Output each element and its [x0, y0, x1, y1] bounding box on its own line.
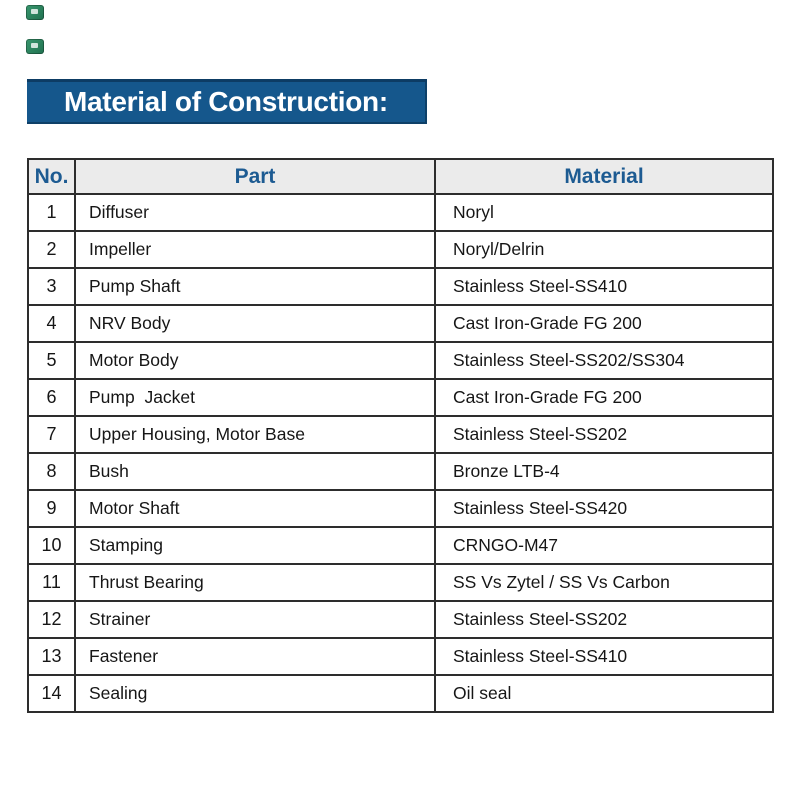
cell-no: 8 — [27, 452, 76, 491]
cell-no: 3 — [27, 267, 76, 306]
cell-material: Cast Iron-Grade FG 200 — [434, 378, 774, 417]
material-of-construction-table: No. Part Material 1 Diffuser Noryl 2 Imp… — [27, 158, 774, 713]
cell-part: Upper Housing, Motor Base — [74, 415, 436, 454]
table-row: 11 Thrust Bearing SS Vs Zytel / SS Vs Ca… — [27, 563, 774, 602]
table-row: 8 Bush Bronze LTB-4 — [27, 452, 774, 491]
title-banner: Material of Construction: — [27, 79, 427, 124]
cell-material: SS Vs Zytel / SS Vs Carbon — [434, 563, 774, 602]
column-header-part: Part — [74, 158, 436, 195]
table-header-row: No. Part Material — [27, 158, 774, 195]
table-row: 13 Fastener Stainless Steel-SS410 — [27, 637, 774, 676]
cell-part: Thrust Bearing — [74, 563, 436, 602]
table-row: 10 Stamping CRNGO-M47 — [27, 526, 774, 565]
cell-no: 1 — [27, 193, 76, 232]
table-row: 6 Pump Jacket Cast Iron-Grade FG 200 — [27, 378, 774, 417]
cell-material: Noryl/Delrin — [434, 230, 774, 269]
table-row: 5 Motor Body Stainless Steel-SS202/SS304 — [27, 341, 774, 380]
cell-no: 7 — [27, 415, 76, 454]
cell-material: Stainless Steel-SS202 — [434, 600, 774, 639]
table-row: 4 NRV Body Cast Iron-Grade FG 200 — [27, 304, 774, 343]
cell-part: Impeller — [74, 230, 436, 269]
cell-material: Cast Iron-Grade FG 200 — [434, 304, 774, 343]
cell-part: Diffuser — [74, 193, 436, 232]
page-title: Material of Construction: — [64, 85, 388, 117]
cell-material: Stainless Steel-SS202 — [434, 415, 774, 454]
cell-part: Motor Shaft — [74, 489, 436, 528]
cell-material: Stainless Steel-SS202/SS304 — [434, 341, 774, 380]
table-row: 9 Motor Shaft Stainless Steel-SS420 — [27, 489, 774, 528]
cell-no: 10 — [27, 526, 76, 565]
cell-material: Bronze LTB-4 — [434, 452, 774, 491]
teal-marker-icon — [26, 39, 44, 54]
cell-part: Stamping — [74, 526, 436, 565]
cell-part: Motor Body — [74, 341, 436, 380]
cell-no: 14 — [27, 674, 76, 713]
cell-part: Strainer — [74, 600, 436, 639]
table-row: 7 Upper Housing, Motor Base Stainless St… — [27, 415, 774, 454]
cell-material: Stainless Steel-SS420 — [434, 489, 774, 528]
cell-no: 6 — [27, 378, 76, 417]
cell-no: 9 — [27, 489, 76, 528]
column-header-material: Material — [434, 158, 774, 195]
cell-part: Bush — [74, 452, 436, 491]
cell-no: 4 — [27, 304, 76, 343]
cell-no: 11 — [27, 563, 76, 602]
cell-no: 13 — [27, 637, 76, 676]
cell-part: Sealing — [74, 674, 436, 713]
cell-part: Pump Jacket — [74, 378, 436, 417]
cell-no: 2 — [27, 230, 76, 269]
cell-material: Stainless Steel-SS410 — [434, 637, 774, 676]
cell-no: 12 — [27, 600, 76, 639]
column-header-no: No. — [27, 158, 76, 195]
cell-material: CRNGO-M47 — [434, 526, 774, 565]
cell-material: Noryl — [434, 193, 774, 232]
teal-marker-icon — [26, 5, 44, 20]
table-row: 1 Diffuser Noryl — [27, 193, 774, 232]
table-row: 14 Sealing Oil seal — [27, 674, 774, 713]
cell-material: Stainless Steel-SS410 — [434, 267, 774, 306]
cell-no: 5 — [27, 341, 76, 380]
table-row: 2 Impeller Noryl/Delrin — [27, 230, 774, 269]
table-row: 12 Strainer Stainless Steel-SS202 — [27, 600, 774, 639]
cell-part: Fastener — [74, 637, 436, 676]
table-row: 3 Pump Shaft Stainless Steel-SS410 — [27, 267, 774, 306]
cell-material: Oil seal — [434, 674, 774, 713]
cell-part: NRV Body — [74, 304, 436, 343]
cell-part: Pump Shaft — [74, 267, 436, 306]
